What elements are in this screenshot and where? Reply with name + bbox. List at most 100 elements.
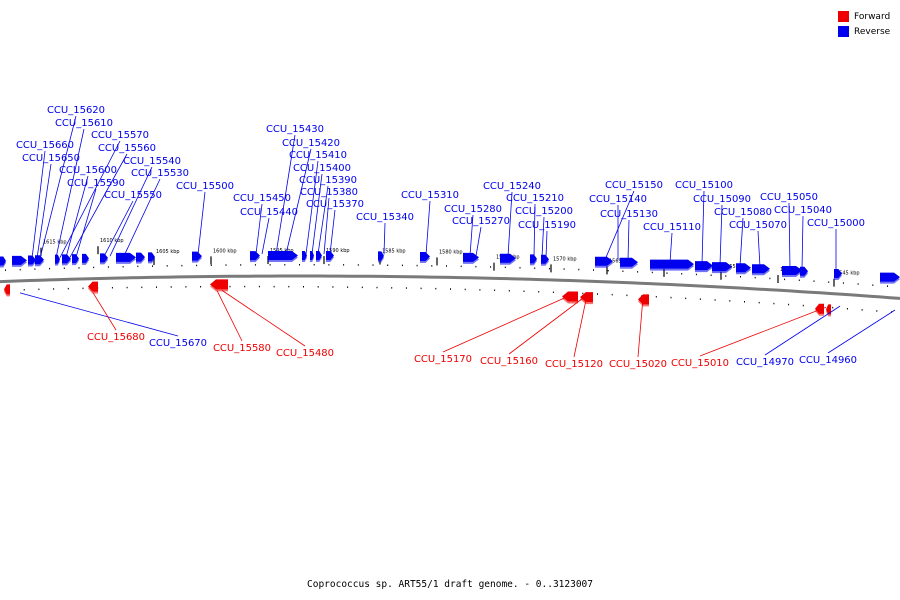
reverse-gene-arrow (116, 252, 136, 264)
tick-dot-lower (523, 290, 525, 292)
reverse-gene-label: CCU_15670 (149, 338, 207, 349)
reverse-gene-label: CCU_15530 (131, 168, 189, 179)
scale-tick-label: 1600 kbp (213, 248, 237, 254)
tick-dot-lower (67, 287, 69, 290)
reverse-gene-label: CCU_15340 (356, 212, 414, 223)
reverse-gene-label: CCU_15660 (16, 140, 74, 151)
tick-dot-lower (405, 287, 407, 289)
forward-gene-arrow (826, 304, 831, 317)
tick-dot-lower (361, 286, 363, 289)
reverse-gene-label: CCU_15380 (300, 187, 358, 198)
leader-line (669, 232, 673, 263)
tick-dot-upper (519, 267, 521, 269)
reverse-gene-label: CCU_15190 (518, 220, 576, 231)
leader-line (533, 203, 536, 258)
leader-line (255, 203, 263, 255)
leader-line (275, 134, 296, 255)
reverse-gene-label: CCU_15040 (774, 205, 832, 216)
forward-gene-label: CCU_15160 (480, 356, 538, 367)
leader-line (701, 190, 705, 265)
forward-gene-arrow (562, 291, 578, 304)
tick-dot-upper (446, 265, 447, 267)
leader-line (65, 175, 89, 258)
leader-line (103, 200, 134, 257)
tick-dot-lower (435, 287, 437, 290)
tick-dot-upper (578, 268, 580, 271)
forward-gene-arrow (638, 294, 649, 307)
leader-line (305, 160, 319, 255)
tick-dot-upper (828, 281, 830, 283)
tick-dot-lower (376, 286, 378, 289)
reverse-gene-arrow (0, 256, 6, 268)
leader-line (317, 185, 329, 255)
reverse-gene-label: CCU_15150 (605, 180, 663, 191)
reverse-gene-label: CCU_15200 (515, 206, 573, 217)
forward-gene-label: CCU_15020 (609, 359, 667, 370)
reverse-gene-arrow (530, 254, 537, 266)
reverse-gene-label: CCU_15080 (714, 207, 772, 218)
tick-dot-upper (49, 267, 51, 270)
tick-dot-upper (504, 266, 506, 269)
tick-dot-lower (699, 298, 701, 300)
leader-line (827, 309, 896, 354)
leader-line (541, 216, 545, 258)
tick-dot-upper (622, 270, 624, 272)
tick-dot-upper (78, 267, 80, 269)
tick-dot-lower (655, 296, 657, 298)
reverse-gene-label: CCU_15090 (693, 194, 751, 205)
reverse-gene-label: CCU_15560 (98, 143, 156, 154)
tick-dot-upper (563, 268, 565, 270)
tick-dot-upper (181, 264, 183, 267)
leader-line (261, 217, 270, 255)
tick-dot-upper (63, 267, 65, 269)
reverse-gene-label: CCU_15270 (452, 216, 510, 227)
tick-dot-upper (313, 264, 315, 266)
tick-dot-lower (611, 293, 613, 296)
reverse-gene-arrow (800, 266, 808, 278)
forward-gene-arrow (88, 281, 98, 294)
tick-dot-lower (714, 299, 716, 301)
tick-dot-upper (372, 264, 374, 266)
tick-dot-lower (876, 310, 878, 312)
tick-dot-upper (196, 264, 198, 267)
tick-dot-lower (685, 297, 687, 300)
tick-dot-upper (725, 275, 727, 277)
tick-dot-upper (740, 276, 741, 278)
tick-dot-lower (729, 300, 731, 302)
tick-dot-upper (210, 264, 212, 266)
reverse-gene-arrow (82, 253, 89, 265)
tick-dot-upper (769, 277, 771, 280)
tick-dot-upper (593, 269, 594, 271)
tick-dot-upper (637, 271, 639, 273)
reverse-gene-arrow (62, 254, 71, 266)
reverse-gene-label: CCU_15570 (91, 130, 149, 141)
reverse-gene-arrow (268, 251, 298, 263)
leader-line (801, 215, 804, 270)
reverse-swatch (838, 26, 849, 37)
reverse-gene-label: CCU_15450 (233, 193, 291, 204)
tick-dot-lower (258, 285, 260, 288)
legend-reverse-label: Reverse (854, 26, 891, 37)
tick-dot-lower (450, 288, 451, 290)
forward-gene-label: CCU_15580 (213, 343, 271, 354)
tick-dot-lower (317, 286, 319, 288)
forward-swatch (838, 11, 849, 22)
leader-line (507, 191, 513, 257)
reverse-gene-arrow (12, 255, 27, 267)
tick-dot-lower (347, 286, 349, 288)
reverse-gene-label: CCU_15420 (282, 138, 340, 149)
tick-dot-lower (538, 291, 540, 293)
reverse-gene-arrow (736, 263, 751, 275)
leader-line (788, 202, 791, 269)
leader-line (764, 305, 841, 356)
leader-line (425, 200, 431, 256)
scale-tick-label: 1570 kbp (553, 256, 577, 262)
tick-dot-upper (681, 273, 683, 275)
scale-tick-label: 1545 kbp (836, 271, 860, 277)
tick-dot-lower (126, 286, 128, 289)
leader-line (329, 209, 336, 255)
leader-line (627, 219, 630, 261)
tick-dot-upper (357, 264, 359, 266)
tick-dot-upper (857, 283, 859, 285)
forward-gene-arrow (4, 284, 10, 297)
